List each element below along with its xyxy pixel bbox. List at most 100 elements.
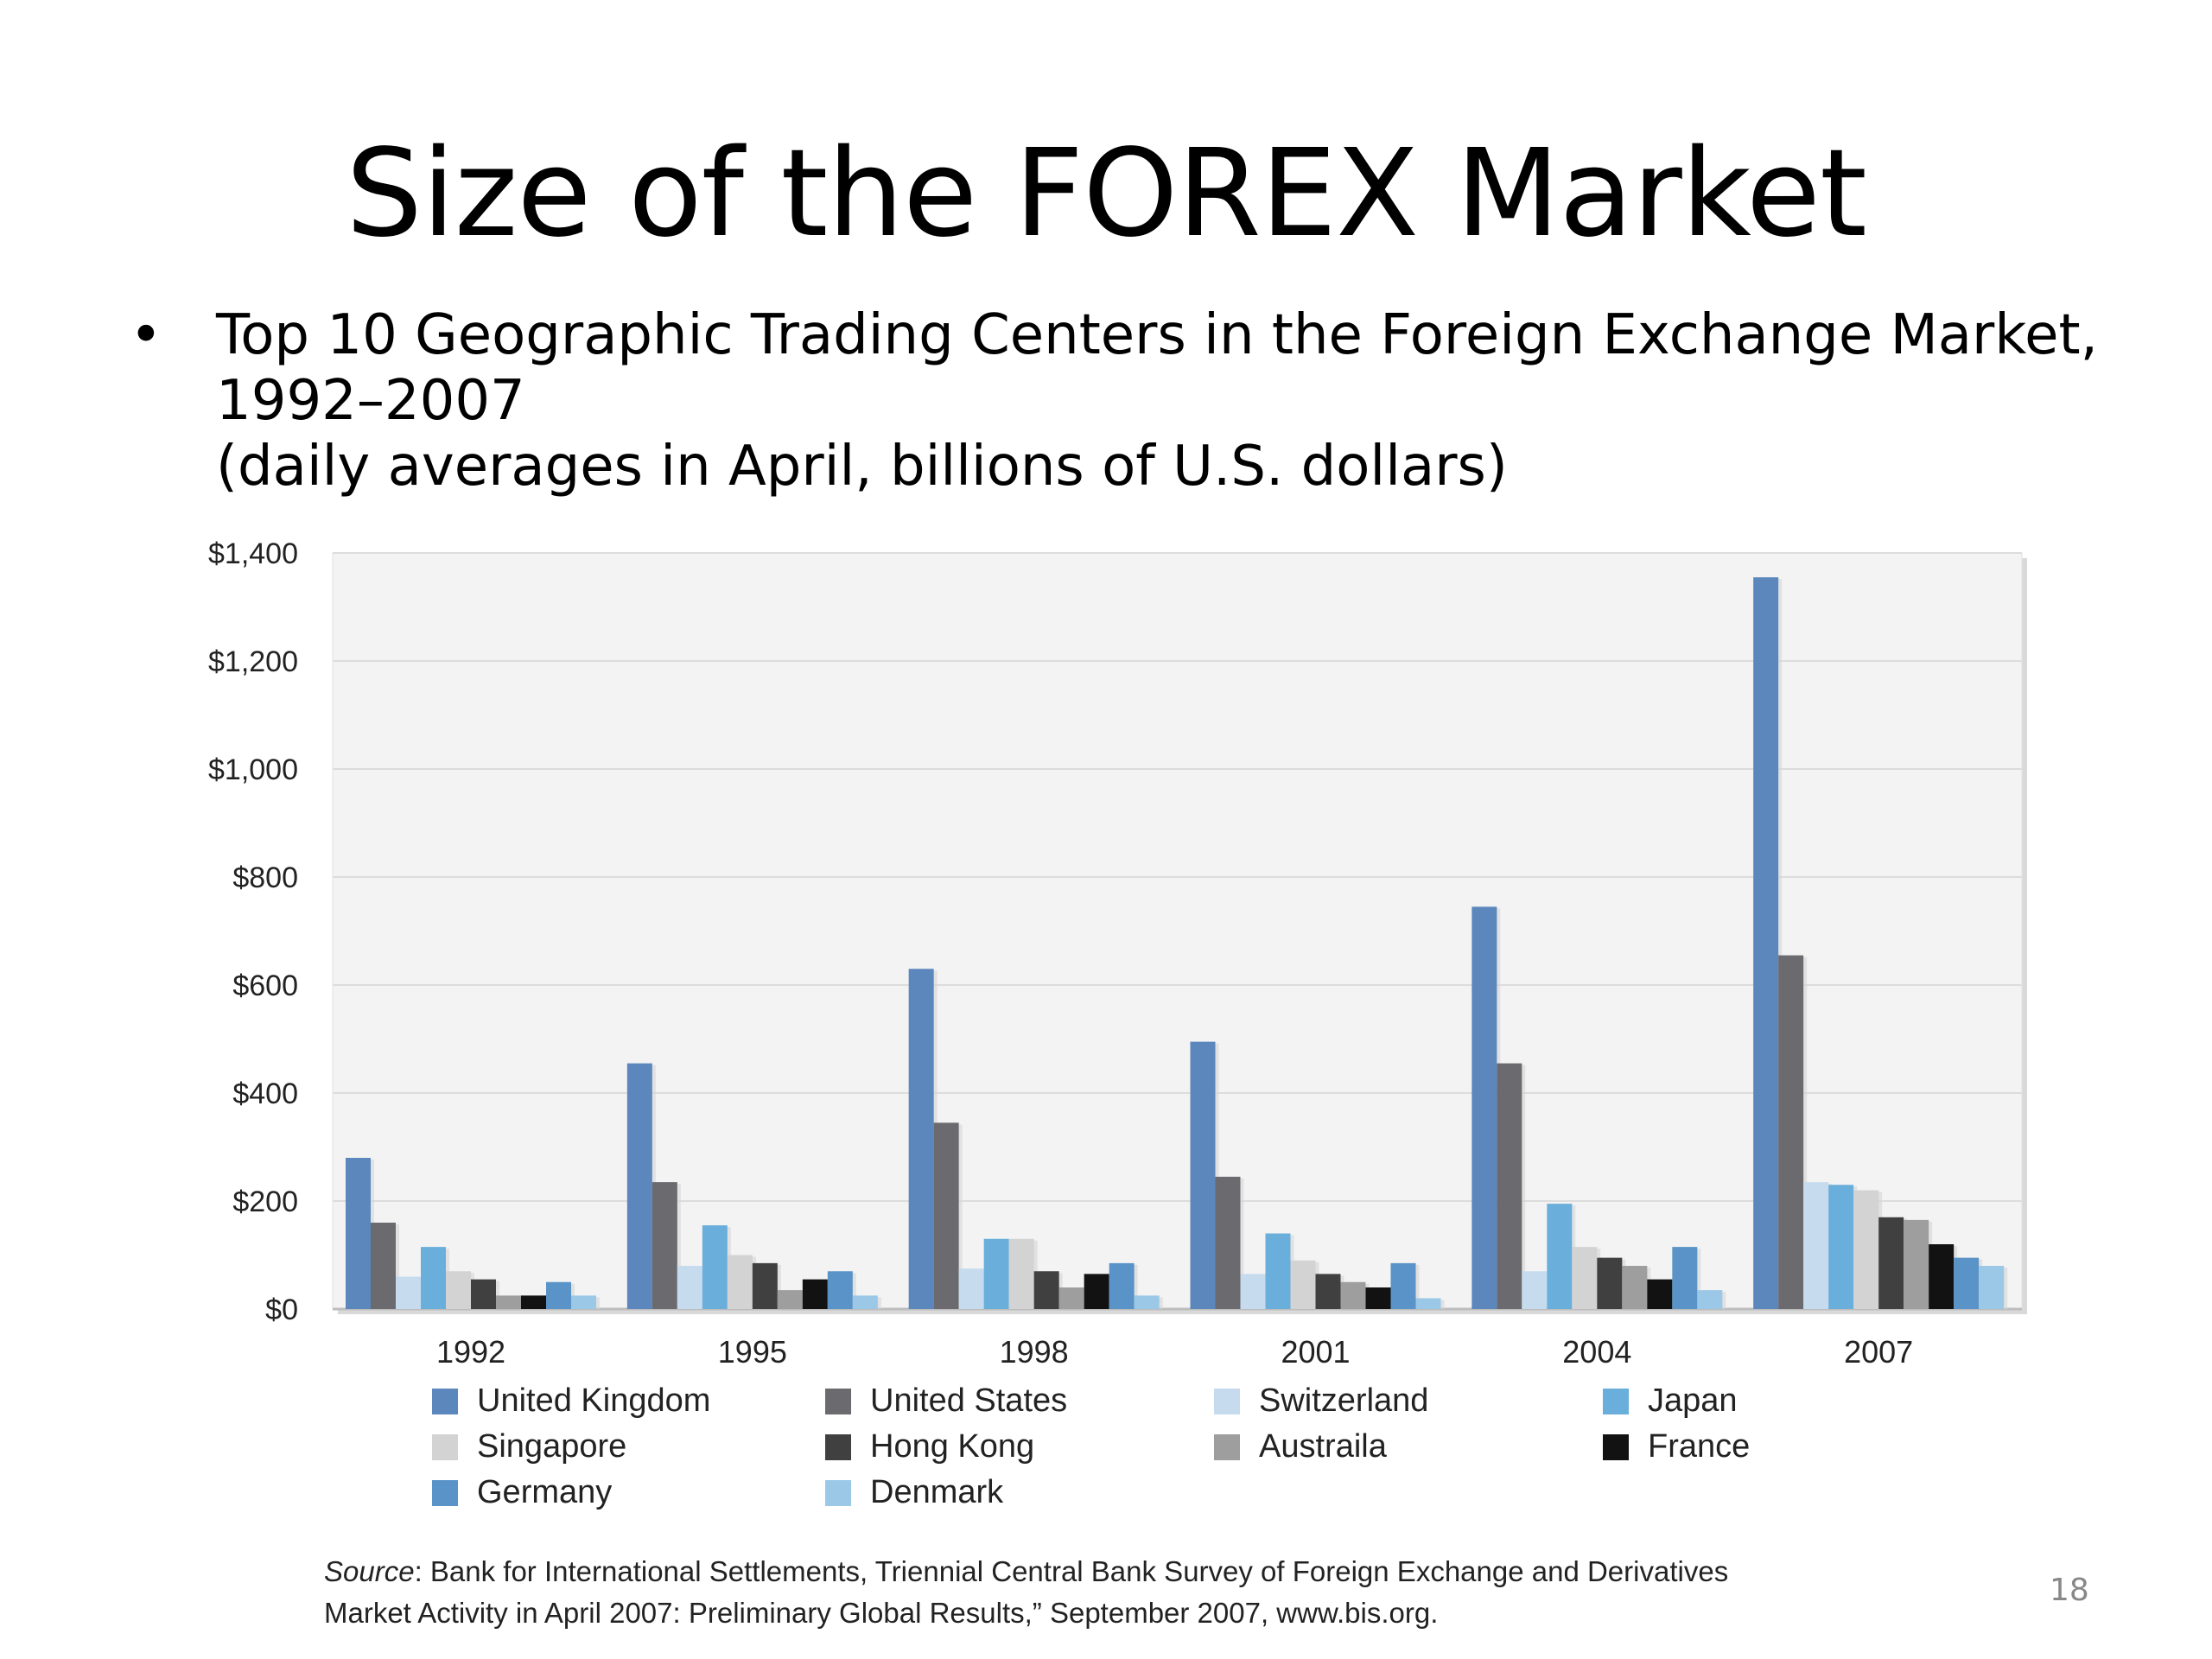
bar (752, 1262, 778, 1309)
bar (1803, 1182, 1829, 1309)
source-line-2: Market Activity in April 2007: Prelimina… (324, 1597, 1439, 1629)
bar (396, 1276, 421, 1309)
bar (571, 1295, 596, 1309)
plot-area (332, 552, 2027, 1314)
legend-label: Japan (1648, 1382, 1738, 1419)
legend-item: Switzerland (1214, 1382, 1428, 1420)
bar (827, 1271, 853, 1309)
legend-item: United States (825, 1382, 1067, 1420)
bar (471, 1279, 496, 1309)
bar (1828, 1185, 1854, 1309)
y-tick-label: $200 (232, 1185, 298, 1218)
bar (1979, 1266, 2005, 1309)
bar (1497, 1063, 1522, 1309)
chart-description: Top 10 Geographic Trading Centers in the… (216, 302, 2117, 499)
x-tick-label: 1995 (718, 1334, 787, 1370)
bar (1597, 1257, 1623, 1309)
bar (1109, 1262, 1135, 1309)
bar (1315, 1274, 1341, 1309)
legend-item: Germany (432, 1474, 612, 1511)
plot-background (332, 552, 2023, 1310)
legend-label: Singapore (477, 1428, 627, 1465)
legend-swatch (432, 1433, 458, 1460)
bar (908, 969, 934, 1309)
x-tick-label: 1998 (1000, 1334, 1069, 1370)
legend-label: France (1648, 1428, 1751, 1465)
y-tick-label: $600 (232, 969, 298, 1002)
legend-item: Denmark (825, 1474, 1003, 1511)
bar (1415, 1298, 1441, 1309)
legend-swatch (825, 1433, 851, 1460)
bar (702, 1225, 728, 1309)
x-tick-label: 2007 (1844, 1334, 1913, 1370)
legend-swatch (1603, 1433, 1629, 1460)
x-axis: 1992 1995 1998 2001 2004 2007 (436, 1334, 1913, 1370)
y-tick-label: $800 (232, 861, 298, 894)
bar (1904, 1219, 1929, 1309)
x-tick-label: 1992 (436, 1334, 505, 1370)
gridlines (333, 552, 2022, 1311)
bar (1853, 1190, 1879, 1309)
bar (1008, 1238, 1034, 1309)
bar (496, 1295, 521, 1309)
legend-item: Austraila (1214, 1428, 1387, 1465)
legend-swatch (432, 1479, 458, 1506)
legend-item: Singapore (432, 1428, 626, 1465)
bars (346, 577, 2008, 1309)
bar (727, 1255, 753, 1309)
bar (1365, 1287, 1391, 1309)
bar (346, 1158, 371, 1309)
bar (1058, 1287, 1084, 1309)
source-line-1: Source: Bank for International Settlemen… (324, 1551, 1879, 1592)
legend-swatch (1214, 1433, 1240, 1460)
y-tick-label: $1,400 (208, 537, 298, 570)
bar (1753, 577, 1779, 1309)
bar (546, 1281, 571, 1309)
bar (1672, 1247, 1698, 1309)
bullet-line-1: Top 10 Geographic Trading Centers in the… (216, 303, 2098, 367)
x-tick-label: 2001 (1281, 1334, 1350, 1370)
legend-label: Germany (477, 1474, 613, 1510)
y-tick-label: $400 (232, 1077, 298, 1110)
bar (958, 1268, 984, 1309)
legend-swatch (432, 1388, 458, 1414)
legend-swatch (825, 1388, 851, 1414)
y-tick-label: $1,200 (208, 645, 298, 678)
bar (1697, 1290, 1723, 1309)
page-number: 18 (2050, 1573, 2089, 1608)
bar (652, 1182, 677, 1309)
bar (1033, 1271, 1059, 1309)
source-note: Source: Bank for International Settlemen… (324, 1551, 1879, 1634)
bar (1134, 1295, 1160, 1309)
legend-swatch (1603, 1388, 1629, 1414)
bar (1340, 1281, 1366, 1309)
bullet-symbol: • (130, 303, 162, 367)
legend-swatch (1214, 1388, 1240, 1414)
bar (677, 1266, 702, 1309)
bar (983, 1238, 1009, 1309)
bar (802, 1279, 828, 1309)
bar (1647, 1279, 1673, 1309)
bar (446, 1271, 471, 1309)
bar (1290, 1260, 1316, 1309)
bar (1190, 1041, 1216, 1309)
bar (1084, 1274, 1109, 1309)
bar (1572, 1247, 1598, 1309)
source-text-1: : Bank for International Settlements, Tr… (414, 1555, 1729, 1587)
legend-item: France (1603, 1428, 1750, 1465)
y-axis: $0 $200 $400 $600 $800 $1,000 $1,200 $1,400 (208, 537, 298, 1326)
legend-label: United Kingdom (477, 1382, 711, 1419)
y-tick-label: $1,000 (208, 753, 298, 786)
legend-swatch (825, 1479, 851, 1506)
bar (626, 1063, 652, 1309)
legend-item: United Kingdom (432, 1382, 710, 1420)
bar (421, 1247, 446, 1309)
bar (1215, 1176, 1241, 1309)
bullet-line-3: (daily averages in April, billions of U.… (216, 435, 1508, 499)
bar (1929, 1244, 1955, 1309)
bar (1265, 1233, 1291, 1309)
bar (1954, 1257, 1980, 1309)
legend-label: Hong Kong (870, 1428, 1035, 1465)
bar (1622, 1266, 1648, 1309)
bar (1522, 1271, 1548, 1309)
